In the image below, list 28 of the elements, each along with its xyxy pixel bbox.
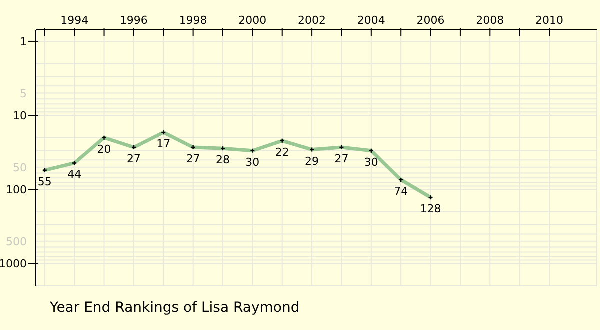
- data-label: 30: [364, 156, 378, 169]
- data-label: 27: [186, 152, 200, 166]
- y-tick-label: 100: [6, 184, 27, 197]
- x-tick-label: 1998: [179, 14, 208, 27]
- x-tick-label: 2008: [476, 14, 504, 27]
- data-label: 44: [68, 168, 82, 182]
- x-tick-label: 2000: [238, 14, 267, 27]
- data-label: 27: [334, 152, 349, 166]
- x-tick-label: 1996: [120, 14, 148, 27]
- x-tick-label: 2006: [416, 14, 445, 27]
- data-label: 20: [97, 142, 112, 156]
- text: Year End Rankings of Lisa Raymond: [50, 300, 300, 316]
- y-tick-label: 1: [20, 35, 27, 48]
- data-label: 29: [305, 154, 320, 168]
- data-label: 22: [275, 146, 290, 159]
- x-tick-label: 1994: [60, 14, 89, 27]
- data-label: 30: [246, 156, 260, 169]
- data-label: 74: [394, 184, 408, 198]
- data-label: 55: [38, 175, 52, 188]
- x-tick-label: 2004: [357, 14, 386, 27]
- data-label: 17: [156, 138, 171, 151]
- y-tick-label: 1000: [0, 258, 27, 271]
- data-label: 28: [216, 154, 230, 167]
- data-label: 128: [420, 202, 442, 216]
- y-tick-label: 10: [13, 110, 27, 123]
- x-tick-label: 2010: [536, 14, 564, 27]
- data-label: 27: [126, 152, 141, 166]
- x-tick-label: 2002: [298, 14, 326, 27]
